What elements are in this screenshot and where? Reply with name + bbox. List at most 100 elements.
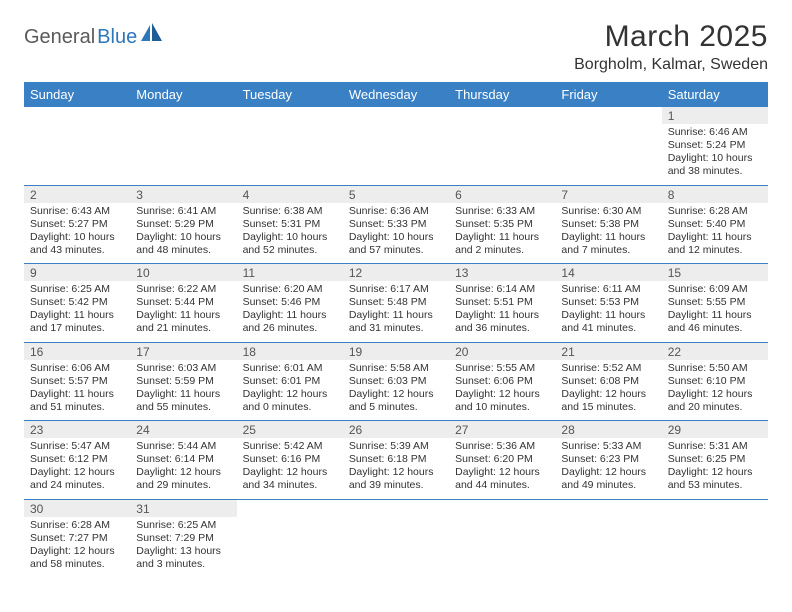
calendar-day-cell: 10Sunrise: 6:22 AMSunset: 5:44 PMDayligh… bbox=[130, 264, 236, 343]
sunrise-text: Sunrise: 6:25 AM bbox=[136, 519, 230, 532]
sunset-text: Sunset: 6:10 PM bbox=[668, 375, 762, 388]
sunset-text: Sunset: 6:16 PM bbox=[243, 453, 337, 466]
daylight-text: Daylight: 12 hours and 44 minutes. bbox=[455, 466, 549, 492]
day-number: 26 bbox=[343, 421, 449, 438]
sunrise-text: Sunrise: 5:42 AM bbox=[243, 440, 337, 453]
daylight-text: Daylight: 10 hours and 48 minutes. bbox=[136, 231, 230, 257]
daylight-text: Daylight: 12 hours and 10 minutes. bbox=[455, 388, 549, 414]
month-title: March 2025 bbox=[574, 20, 768, 54]
sunrise-text: Sunrise: 6:41 AM bbox=[136, 205, 230, 218]
day-number: 8 bbox=[662, 186, 768, 203]
sunrise-text: Sunrise: 5:47 AM bbox=[30, 440, 124, 453]
day-number: 5 bbox=[343, 186, 449, 203]
sunset-text: Sunset: 6:20 PM bbox=[455, 453, 549, 466]
daylight-text: Daylight: 11 hours and 41 minutes. bbox=[561, 309, 655, 335]
calendar-day-cell: 20Sunrise: 5:55 AMSunset: 6:06 PMDayligh… bbox=[449, 342, 555, 421]
calendar-day-cell bbox=[555, 107, 661, 185]
day-info: Sunrise: 6:28 AMSunset: 7:27 PMDaylight:… bbox=[30, 519, 124, 572]
calendar-day-cell: 25Sunrise: 5:42 AMSunset: 6:16 PMDayligh… bbox=[237, 421, 343, 500]
daylight-text: Daylight: 12 hours and 29 minutes. bbox=[136, 466, 230, 492]
day-number: 18 bbox=[237, 343, 343, 360]
day-number bbox=[555, 500, 661, 517]
daylight-text: Daylight: 11 hours and 7 minutes. bbox=[561, 231, 655, 257]
calendar-day-cell: 7Sunrise: 6:30 AMSunset: 5:38 PMDaylight… bbox=[555, 185, 661, 264]
calendar-week-row: 23Sunrise: 5:47 AMSunset: 6:12 PMDayligh… bbox=[24, 421, 768, 500]
sunrise-text: Sunrise: 6:38 AM bbox=[243, 205, 337, 218]
daylight-text: Daylight: 12 hours and 53 minutes. bbox=[668, 466, 762, 492]
calendar-week-row: 2 Sunrise: 6:43 AMSunset: 5:27 PMDaylight… bbox=[24, 185, 768, 264]
sail-icon bbox=[141, 23, 163, 48]
sunset-text: Sunset: 6:14 PM bbox=[136, 453, 230, 466]
day-info: Sunrise: 6:43 AMSunset: 5:27 PMDaylight:… bbox=[30, 205, 124, 258]
day-number: 31 bbox=[130, 500, 236, 517]
sunset-text: Sunset: 6:23 PM bbox=[561, 453, 655, 466]
day-info: Sunrise: 5:47 AMSunset: 6:12 PMDaylight:… bbox=[30, 440, 124, 493]
calendar-day-cell: 8Sunrise: 6:28 AMSunset: 5:40 PMDaylight… bbox=[662, 185, 768, 264]
daylight-text: Daylight: 12 hours and 0 minutes. bbox=[243, 388, 337, 414]
sunset-text: Sunset: 5:46 PM bbox=[243, 296, 337, 309]
calendar-day-cell: 6Sunrise: 6:33 AMSunset: 5:35 PMDaylight… bbox=[449, 185, 555, 264]
day-info: Sunrise: 5:33 AMSunset: 6:23 PMDaylight:… bbox=[561, 440, 655, 493]
day-info: Sunrise: 5:58 AMSunset: 6:03 PMDaylight:… bbox=[349, 362, 443, 415]
sunrise-text: Sunrise: 5:44 AM bbox=[136, 440, 230, 453]
sunset-text: Sunset: 5:33 PM bbox=[349, 218, 443, 231]
day-info: Sunrise: 6:25 AMSunset: 7:29 PMDaylight:… bbox=[136, 519, 230, 572]
day-info: Sunrise: 5:39 AMSunset: 6:18 PMDaylight:… bbox=[349, 440, 443, 493]
day-number: 12 bbox=[343, 264, 449, 281]
sunrise-text: Sunrise: 5:55 AM bbox=[455, 362, 549, 375]
sunset-text: Sunset: 6:12 PM bbox=[30, 453, 124, 466]
title-block: March 2025 Borgholm, Kalmar, Sweden bbox=[574, 20, 768, 74]
sunrise-text: Sunrise: 5:58 AM bbox=[349, 362, 443, 375]
daylight-text: Daylight: 11 hours and 12 minutes. bbox=[668, 231, 762, 257]
day-info: Sunrise: 6:14 AMSunset: 5:51 PMDaylight:… bbox=[455, 283, 549, 336]
day-number: 22 bbox=[662, 343, 768, 360]
day-number: 28 bbox=[555, 421, 661, 438]
sunrise-text: Sunrise: 6:25 AM bbox=[30, 283, 124, 296]
day-info: Sunrise: 6:09 AMSunset: 5:55 PMDaylight:… bbox=[668, 283, 762, 336]
calendar-week-row: 30Sunrise: 6:28 AMSunset: 7:27 PMDayligh… bbox=[24, 499, 768, 577]
day-info: Sunrise: 5:44 AMSunset: 6:14 PMDaylight:… bbox=[136, 440, 230, 493]
calendar-day-cell bbox=[343, 107, 449, 185]
day-number: 14 bbox=[555, 264, 661, 281]
day-info: Sunrise: 5:36 AMSunset: 6:20 PMDaylight:… bbox=[455, 440, 549, 493]
calendar-header-row: SundayMondayTuesdayWednesdayThursdayFrid… bbox=[24, 82, 768, 107]
logo-text-blue: Blue bbox=[97, 26, 137, 49]
sunrise-text: Sunrise: 6:36 AM bbox=[349, 205, 443, 218]
sunrise-text: Sunrise: 5:36 AM bbox=[455, 440, 549, 453]
weekday-header: Sunday bbox=[24, 82, 130, 107]
calendar-page: GeneralBlue March 2025 Borgholm, Kalmar,… bbox=[0, 0, 792, 597]
calendar-day-cell: 31 Sunrise: 6:25 AMSunset: 7:29 PMDayligh… bbox=[130, 499, 236, 577]
day-number: 2 bbox=[24, 186, 130, 203]
day-number bbox=[449, 500, 555, 517]
calendar-day-cell: 28 Sunrise: 5:33 AMSunset: 6:23 PMDayligh… bbox=[555, 421, 661, 500]
calendar-table: SundayMondayTuesdayWednesdayThursdayFrid… bbox=[24, 82, 768, 577]
calendar-day-cell: 13Sunrise: 6:14 AMSunset: 5:51 PMDayligh… bbox=[449, 264, 555, 343]
calendar-day-cell: 4Sunrise: 6:38 AMSunset: 5:31 PMDaylight… bbox=[237, 185, 343, 264]
calendar-day-cell: 3Sunrise: 6:41 AMSunset: 5:29 PMDaylight… bbox=[130, 185, 236, 264]
calendar-day-cell: 9Sunrise: 6:25 AMSunset: 5:42 PMDaylight… bbox=[24, 264, 130, 343]
day-number: 3 bbox=[130, 186, 236, 203]
calendar-day-cell: 19Sunrise: 5:58 AMSunset: 6:03 PMDayligh… bbox=[343, 342, 449, 421]
calendar-body: 1Sunrise: 6:46 AMSunset: 5:24 PMDaylight… bbox=[24, 107, 768, 577]
weekday-header: Tuesday bbox=[237, 82, 343, 107]
sunset-text: Sunset: 5:51 PM bbox=[455, 296, 549, 309]
daylight-text: Daylight: 11 hours and 55 minutes. bbox=[136, 388, 230, 414]
sunset-text: Sunset: 5:48 PM bbox=[349, 296, 443, 309]
daylight-text: Daylight: 12 hours and 58 minutes. bbox=[30, 545, 124, 571]
daylight-text: Daylight: 11 hours and 51 minutes. bbox=[30, 388, 124, 414]
day-number bbox=[449, 107, 555, 124]
sunset-text: Sunset: 5:40 PM bbox=[668, 218, 762, 231]
day-info: Sunrise: 6:11 AMSunset: 5:53 PMDaylight:… bbox=[561, 283, 655, 336]
sunset-text: Sunset: 5:59 PM bbox=[136, 375, 230, 388]
sunrise-text: Sunrise: 6:09 AM bbox=[668, 283, 762, 296]
day-info: Sunrise: 6:17 AMSunset: 5:48 PMDaylight:… bbox=[349, 283, 443, 336]
sunset-text: Sunset: 5:44 PM bbox=[136, 296, 230, 309]
day-number bbox=[662, 500, 768, 517]
day-number: 16 bbox=[24, 343, 130, 360]
calendar-day-cell bbox=[662, 499, 768, 577]
daylight-text: Daylight: 11 hours and 2 minutes. bbox=[455, 231, 549, 257]
calendar-day-cell: 24Sunrise: 5:44 AMSunset: 6:14 PMDayligh… bbox=[130, 421, 236, 500]
day-info: Sunrise: 6:20 AMSunset: 5:46 PMDaylight:… bbox=[243, 283, 337, 336]
calendar-day-cell bbox=[449, 107, 555, 185]
sunrise-text: Sunrise: 6:46 AM bbox=[668, 126, 762, 139]
